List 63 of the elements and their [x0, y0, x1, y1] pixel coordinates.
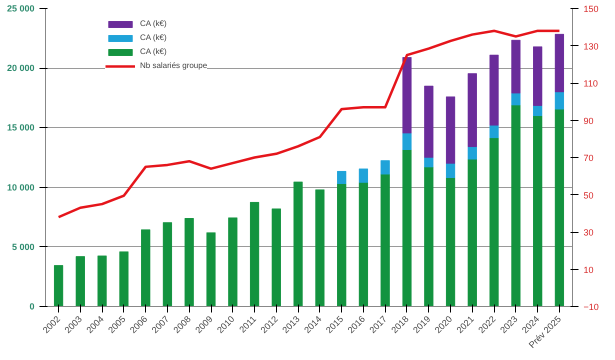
bar: [446, 163, 456, 178]
bar: [554, 34, 564, 92]
bar: [468, 73, 477, 148]
bar: [533, 46, 542, 106]
bar: [54, 265, 64, 306]
bar: [468, 146, 477, 160]
bar: [337, 183, 346, 306]
legend-label: CA (k€): [140, 19, 167, 28]
bar: [184, 218, 194, 306]
bar: [424, 157, 434, 168]
bar: [315, 189, 324, 306]
y2-tick-label: −10: [584, 302, 599, 312]
bar: [337, 170, 346, 184]
y2-tick-label: 10: [584, 264, 594, 275]
bar: [490, 138, 499, 306]
bar: [76, 256, 85, 306]
y2-tick-label: 70: [584, 153, 594, 163]
y-tick-label: 20 000: [6, 63, 35, 74]
bar: [294, 182, 303, 306]
bar: [206, 232, 216, 306]
bar: [490, 125, 499, 138]
y-tick-label: 5 000: [12, 242, 35, 252]
bar: [446, 178, 456, 306]
bar: [119, 251, 128, 306]
bar: [533, 116, 542, 306]
legend-label: CA (k€): [140, 33, 167, 42]
bar: [446, 96, 456, 164]
y2-tick-label: 130: [584, 41, 599, 52]
bar: [228, 217, 238, 306]
bar: [511, 104, 520, 306]
bar: [511, 40, 520, 94]
bar: [380, 174, 390, 306]
y-tick-label: 10 000: [6, 182, 35, 192]
bar: [141, 229, 150, 306]
bar: [424, 86, 434, 158]
y-tick-label: 15 000: [6, 122, 35, 133]
bar: [380, 160, 390, 174]
y2-tick-label: 30: [584, 228, 594, 238]
bar: [358, 168, 368, 183]
y2-tick-label: 110: [584, 78, 598, 88]
bar: [490, 54, 499, 126]
bar: [511, 92, 520, 106]
line-series: [57, 30, 561, 218]
bar: [98, 256, 107, 306]
y2-tick-label: 50: [584, 190, 594, 200]
bar: [402, 132, 412, 150]
bar: [533, 105, 542, 116]
bar: [424, 166, 434, 306]
bar: [554, 108, 564, 306]
y-tick-label: 0: [29, 302, 35, 312]
bar: [272, 208, 281, 306]
bar: [554, 92, 564, 110]
legend-label: CA (k€): [140, 47, 167, 56]
legend-label: Nb salariés groupe: [140, 61, 208, 70]
y2-tick-label: 90: [584, 116, 594, 126]
bar: [250, 202, 260, 306]
y2-tick-label: 150: [584, 4, 599, 14]
bar: [402, 150, 412, 306]
bar: [162, 222, 172, 306]
bar: [358, 182, 368, 306]
bar: [468, 159, 477, 306]
y-tick-label: 25 000: [6, 4, 35, 14]
bar: [402, 57, 412, 134]
